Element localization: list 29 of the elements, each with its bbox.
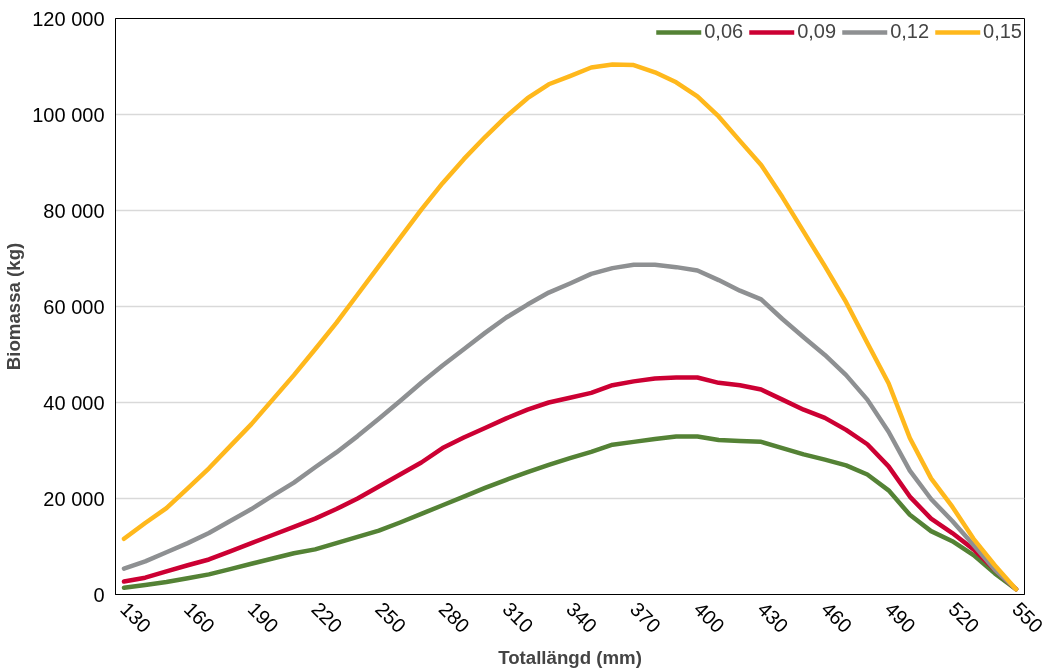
- x-tick-label: 160: [179, 597, 220, 637]
- x-tick-label: 520: [944, 597, 984, 637]
- y-tick-label: 120 000: [32, 7, 105, 30]
- y-tick-label: 20 000: [43, 487, 105, 510]
- y-tick-label: 100 000: [32, 103, 105, 126]
- x-tick-label: 130: [116, 597, 156, 637]
- x-tick-label: 220: [307, 597, 347, 637]
- legend-label: 0,12: [890, 20, 930, 43]
- x-axis-title: Totallängd (mm): [498, 647, 642, 668]
- x-tick-label: 310: [498, 597, 538, 637]
- x-tick-label: 370: [625, 597, 666, 637]
- y-tick-label: 80 000: [43, 199, 105, 222]
- legend-label: 0,15: [983, 20, 1022, 43]
- x-tick-label: 280: [434, 597, 474, 637]
- x-tick-label: 400: [689, 597, 729, 637]
- legend-label: 0,06: [704, 20, 744, 43]
- x-tick-label: 430: [753, 597, 793, 637]
- line-series: [121, 62, 1019, 592]
- legend-label: 0,09: [797, 20, 837, 43]
- y-tick-label: 40 000: [43, 391, 105, 414]
- x-tick-label: 460: [817, 597, 857, 637]
- x-tick-label: 340: [562, 597, 602, 637]
- x-tick-label: 190: [243, 597, 283, 637]
- y-axis-title: Biomassa (kg): [3, 242, 25, 371]
- x-tick-label: 490: [880, 597, 920, 637]
- y-tick-label: 60 000: [43, 295, 105, 318]
- x-tick-label: 250: [371, 597, 411, 637]
- x-tick-label: 550: [1008, 597, 1044, 637]
- y-tick-label: 0: [93, 583, 105, 606]
